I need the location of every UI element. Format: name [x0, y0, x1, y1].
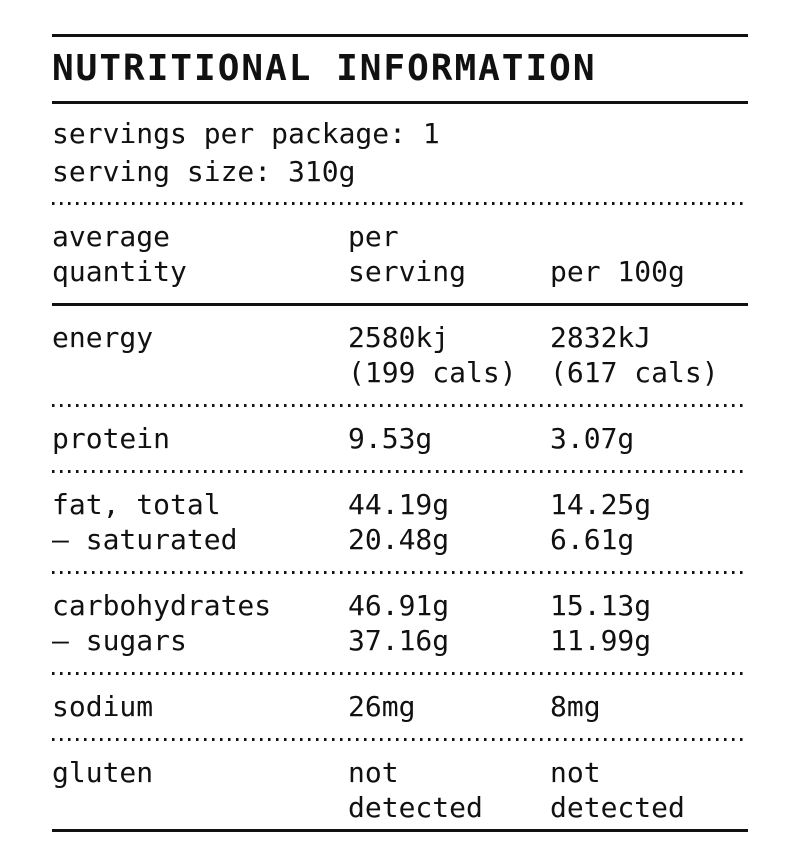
table-row-sodium: sodium 26mg 8mg	[52, 675, 748, 738]
table-row-energy: energy 2580kj (199 cals) 2832kJ (617 cal…	[52, 306, 748, 404]
row-label: carbohydrates – sugars	[52, 589, 272, 657]
nutrition-label: NUTRITIONAL INFORMATION servings per pac…	[52, 34, 748, 832]
servings-per-package-text: servings per package: 1	[52, 117, 440, 150]
bottom-rule	[52, 829, 748, 832]
carbohydrates-per-serving-value: 46.91g 37.16g	[348, 589, 450, 657]
row-label: gluten	[52, 756, 154, 789]
carbohydrates-per-100g-value: 15.13g 11.99g	[550, 589, 652, 657]
fat-per-serving-value: 44.19g 20.48g	[348, 488, 450, 556]
column-header-average-quantity: average quantity	[52, 220, 187, 288]
table-row-carbohydrates: carbohydrates – sugars 46.91g 37.16g 15.…	[52, 574, 748, 672]
table-row-fat: fat, total – saturated 44.19g 20.48g 14.…	[52, 473, 748, 571]
sodium-per-serving-value: 26mg	[348, 690, 416, 723]
divider-dotted	[52, 202, 748, 205]
sodium-per-100g-value: 8mg	[550, 690, 601, 723]
gluten-per-100g-value: not detected	[550, 756, 685, 824]
serving-info: servings per package: 1 serving size: 31…	[52, 104, 748, 202]
heading-rule	[52, 101, 748, 104]
energy-per-serving-value: 2580kj (199 cals)	[348, 321, 517, 389]
divider-dotted	[52, 672, 748, 675]
table-row-gluten: gluten not detected not detected	[52, 741, 748, 829]
protein-per-serving-value: 9.53g	[348, 422, 433, 455]
row-label: protein	[52, 422, 171, 455]
gluten-per-serving-value: not detected	[348, 756, 483, 824]
fat-per-100g-value: 14.25g 6.61g	[550, 488, 652, 556]
table-header-row: average quantity per serving per 100g	[52, 205, 748, 303]
row-label: energy	[52, 321, 154, 354]
divider-dotted	[52, 571, 748, 574]
energy-per-100g-value: 2832kJ (617 cals)	[550, 321, 719, 389]
row-label: fat, total – saturated	[52, 488, 238, 556]
column-header-per-serving: per serving	[348, 220, 467, 288]
divider-dotted	[52, 738, 748, 741]
column-header-per-100g: per 100g	[550, 255, 685, 288]
divider-dotted	[52, 404, 748, 407]
serving-size-text: serving size: 310g	[52, 155, 356, 188]
top-rule	[52, 34, 748, 37]
protein-per-100g-value: 3.07g	[550, 422, 635, 455]
header-rule	[52, 303, 748, 306]
table-row-protein: protein 9.53g 3.07g	[52, 407, 748, 470]
page-title: NUTRITIONAL INFORMATION	[52, 48, 597, 89]
row-label: sodium	[52, 690, 154, 723]
divider-dotted	[52, 470, 748, 473]
